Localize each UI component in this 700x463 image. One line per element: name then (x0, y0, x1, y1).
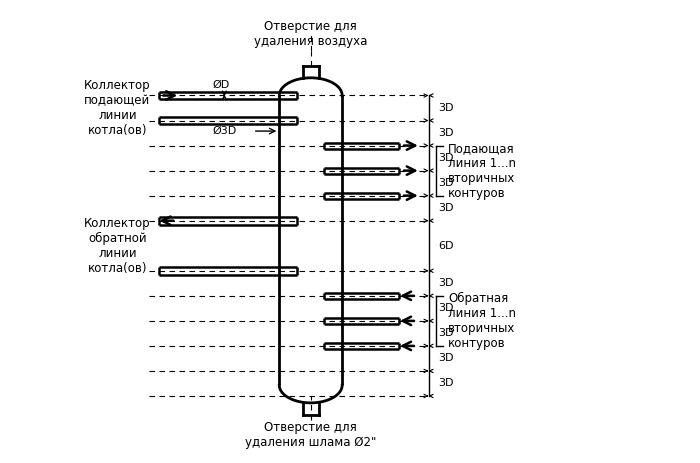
Text: 3D: 3D (438, 378, 454, 388)
Text: ØD: ØD (213, 80, 230, 90)
Text: 3D: 3D (438, 278, 454, 288)
Text: Отверстие для
удаления шлама Ø2": Отверстие для удаления шлама Ø2" (245, 420, 377, 449)
Text: 3D: 3D (438, 128, 454, 138)
Text: Коллектор
подающей
линии
котла(ов): Коллектор подающей линии котла(ов) (84, 79, 150, 137)
Text: Коллектор
обратной
линии
котла(ов): Коллектор обратной линии котла(ов) (84, 217, 150, 275)
Text: 3D: 3D (438, 353, 454, 363)
Text: 3D: 3D (438, 328, 454, 338)
Text: 3D: 3D (438, 103, 454, 113)
Text: Обратная
линия 1...n
вторичных
контуров: Обратная линия 1...n вторичных контуров (448, 292, 516, 350)
Text: 3D: 3D (438, 178, 454, 188)
Text: Ø3D: Ø3D (213, 126, 237, 136)
Text: Отверстие для
удаления воздуха: Отверстие для удаления воздуха (254, 20, 368, 48)
Text: 3D: 3D (438, 203, 454, 213)
Text: 6D: 6D (438, 241, 454, 251)
Text: 3D: 3D (438, 153, 454, 163)
Text: 3D: 3D (438, 303, 454, 313)
Text: Подающая
линия 1...n
вторичных
контуров: Подающая линия 1...n вторичных контуров (448, 142, 516, 200)
